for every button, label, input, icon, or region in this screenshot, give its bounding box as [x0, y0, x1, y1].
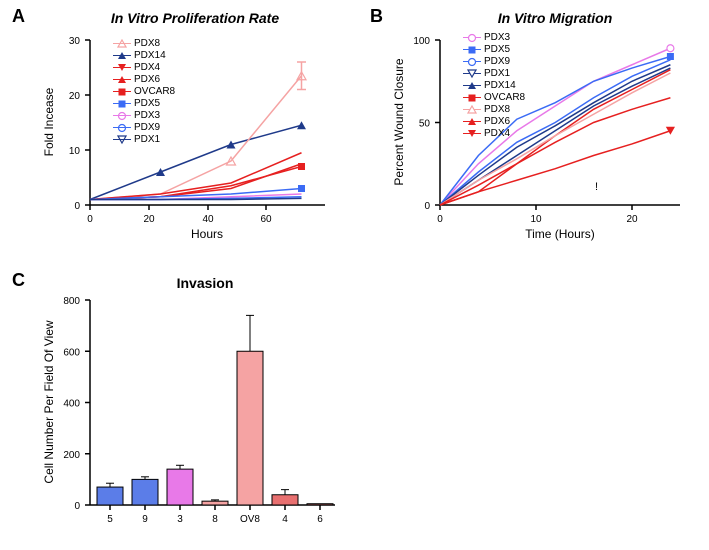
svg-text:30: 30	[69, 36, 81, 47]
legend-item: PDX9	[463, 56, 525, 67]
svg-text:4: 4	[282, 514, 288, 525]
legend-item: PDX9	[113, 122, 175, 133]
panel-c-label: C	[12, 270, 25, 291]
panel-a-chart: In Vitro Proliferation Rate 0 10 20 30 0…	[35, 10, 355, 250]
svg-text:0: 0	[74, 201, 80, 212]
legend-item: PDX5	[463, 44, 525, 55]
svg-text:60: 60	[260, 214, 272, 225]
legend-item: PDX1	[113, 134, 175, 145]
svg-text:800: 800	[63, 296, 80, 307]
svg-text:20: 20	[626, 214, 638, 225]
svg-text:Fold Incease: Fold Incease	[42, 87, 56, 156]
svg-text:6: 6	[317, 514, 323, 525]
legend-item: PDX3	[463, 32, 525, 43]
svg-text:20: 20	[143, 214, 155, 225]
svg-text:0: 0	[424, 201, 430, 212]
panel-c-chart: Invasion 0 200 400 600 800 Cell Number P…	[35, 275, 355, 540]
svg-text:20: 20	[69, 91, 81, 102]
svg-text:400: 400	[63, 399, 80, 410]
svg-text:9: 9	[142, 514, 148, 525]
svg-text:Time (Hours): Time (Hours)	[525, 227, 595, 241]
svg-text:3: 3	[177, 514, 183, 525]
panel-b-label: B	[370, 6, 383, 27]
svg-text:10: 10	[530, 214, 542, 225]
legend-item: PDX3	[113, 110, 175, 121]
legend-item: PDX5	[113, 98, 175, 109]
chart-c-svg: 0 200 400 600 800 Cell Number Per Field …	[35, 275, 355, 540]
svg-text:100: 100	[413, 36, 430, 47]
svg-text:40: 40	[202, 214, 214, 225]
svg-text:0: 0	[87, 214, 93, 225]
xtick: 5	[107, 514, 113, 525]
svg-text:0: 0	[74, 501, 80, 512]
legend-item: PDX6	[113, 74, 175, 85]
legend-item: PDX4	[463, 128, 525, 139]
svg-text:0: 0	[437, 214, 443, 225]
legend-item: PDX8	[463, 104, 525, 115]
legend-item: PDX6	[463, 116, 525, 127]
svg-text:8: 8	[212, 514, 218, 525]
legend-item: PDX14	[463, 80, 525, 91]
chart-b-svg: 0 50 100 0 10 20 Time (Hours) Percent Wo…	[385, 10, 705, 250]
svg-text:10: 10	[69, 146, 81, 157]
legend-item: PDX14	[113, 50, 175, 61]
chart-a-legend: PDX8 PDX14 PDX4 PDX6 OVCAR8 PDX5 PDX3 PD…	[113, 38, 175, 146]
chart-b-legend: PDX3 PDX5 PDX9 PDX1 PDX14 OVCAR8 PDX8 PD…	[463, 32, 525, 140]
panel-a-label: A	[12, 6, 25, 27]
chart-a-svg: 0 10 20 30 0 20 40 60 Hours Fold Incease	[35, 10, 355, 250]
legend-item: PDX4	[113, 62, 175, 73]
svg-text:Hours: Hours	[191, 227, 223, 241]
svg-text:Cell Number Per Field Of View: Cell Number Per Field Of View	[42, 320, 56, 484]
svg-text:200: 200	[63, 450, 80, 461]
svg-text:600: 600	[63, 347, 80, 358]
svg-text:50: 50	[419, 119, 431, 130]
legend-item: OVCAR8	[463, 92, 525, 103]
svg-text:!: !	[595, 181, 598, 193]
legend-item: PDX8	[113, 38, 175, 49]
legend-item: PDX1	[463, 68, 525, 79]
svg-text:Percent Wound Closure: Percent Wound Closure	[392, 58, 406, 186]
panel-b-chart: In Vitro Migration 0 50 100 0 10 20 Time…	[385, 10, 705, 250]
legend-item: OVCAR8	[113, 86, 175, 97]
svg-text:OV8: OV8	[240, 514, 260, 525]
